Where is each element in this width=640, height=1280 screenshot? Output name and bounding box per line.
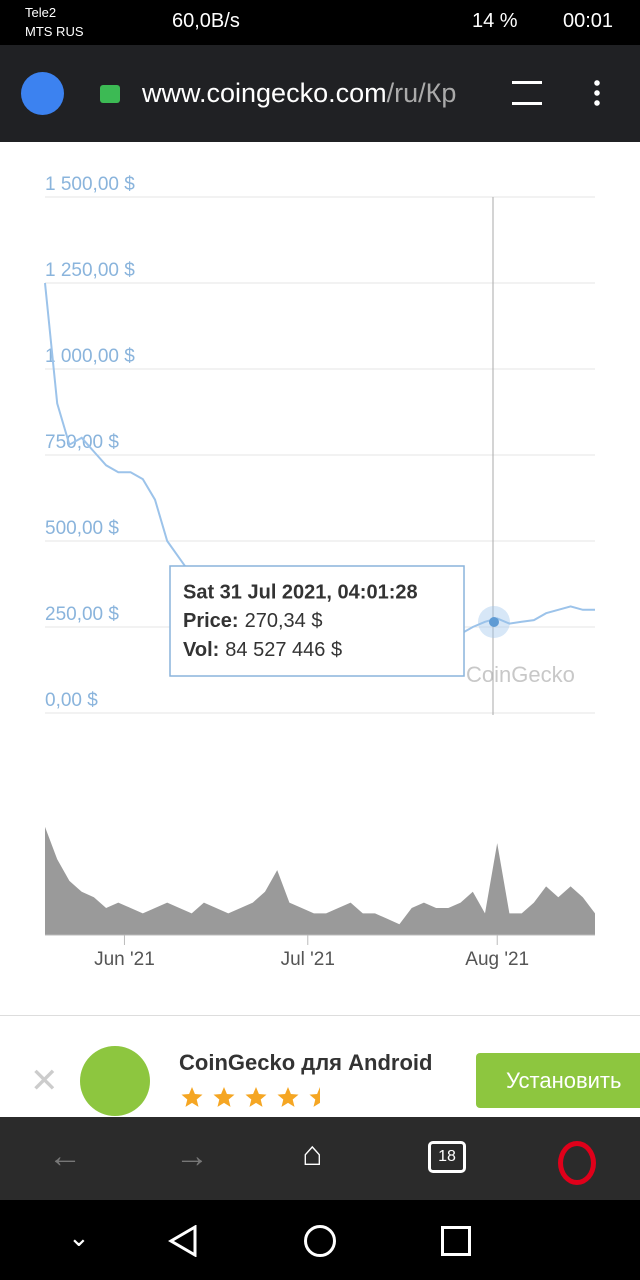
- opera-menu[interactable]: [558, 1141, 596, 1185]
- nav-back[interactable]: [168, 1225, 198, 1257]
- tooltip-label: Vol:: [183, 639, 219, 661]
- watermark: CoinGecko: [466, 662, 575, 687]
- carrier: Tele2: [25, 5, 57, 20]
- y-tick-label: 0,00 $: [45, 690, 98, 711]
- tooltip-value: 270,34 $: [245, 610, 323, 632]
- star: [213, 1087, 235, 1107]
- rating: [181, 1087, 320, 1107]
- y-tick-label: 1 500,00 $: [45, 174, 135, 195]
- close-button[interactable]: ✕: [30, 1062, 59, 1100]
- app-title: CoinGecko для Android: [179, 1050, 433, 1075]
- x-tick-label: Jul '21: [281, 949, 335, 970]
- lock-icon: [100, 85, 120, 103]
- browser-toolbar: ← → ⌂ 18: [0, 1117, 640, 1200]
- cursor-dot: [489, 617, 499, 627]
- star: [309, 1087, 320, 1107]
- net-speed: 60,0B/s: [172, 10, 240, 32]
- site-icon[interactable]: [21, 72, 64, 115]
- x-tick-label: Aug '21: [465, 949, 529, 970]
- tabs-button[interactable]: 18: [428, 1141, 466, 1173]
- install-button[interactable]: Установить: [476, 1053, 640, 1108]
- tooltip-row: Price: 270,34 $: [183, 610, 322, 632]
- nav-down[interactable]: ⌄: [68, 1222, 90, 1252]
- forward-button[interactable]: →: [175, 1137, 209, 1175]
- y-tick-label: 500,00 $: [45, 518, 119, 539]
- clock: 00:01: [563, 10, 614, 32]
- url-host: www.coingecko.com: [142, 78, 387, 108]
- y-tick-label: 1 250,00 $: [45, 260, 135, 281]
- status-bar: Tele2 MTS RUS 60,0B/s 14 % 00:01: [0, 0, 640, 45]
- star: [181, 1087, 203, 1107]
- url-path: /ru/Кр: [386, 78, 457, 108]
- carrier: MTS RUS: [25, 24, 84, 39]
- star: [245, 1087, 267, 1107]
- nav-recents[interactable]: [441, 1226, 471, 1256]
- back-button[interactable]: ←: [48, 1137, 82, 1175]
- battery: 14 %: [472, 10, 518, 32]
- tooltip-box: [169, 565, 465, 677]
- navigation-bar: ⌄: [0, 1200, 640, 1280]
- x-tick-label: Jun '21: [94, 949, 155, 970]
- volume-area: [45, 826, 595, 935]
- chart: 0,00 $ 250,00 $ 500,00 $ 750,00 $ 1 000,00 $…: [44, 174, 595, 970]
- tooltip: Sat 31 Jul 2021, 04:01:28 Price: 270,34 $ V…: [169, 565, 465, 677]
- y-tick-label: 1 000,00 $: [45, 346, 135, 367]
- menu-button[interactable]: [594, 78, 600, 108]
- tooltip-row: Vol: 84 527 446 $: [183, 639, 342, 661]
- star: [277, 1087, 299, 1107]
- app-banner: ✕ CoinGecko для Android Установить: [0, 1015, 640, 1116]
- reader-button[interactable]: [512, 81, 542, 105]
- home-button[interactable]: ⌂: [302, 1135, 323, 1173]
- y-tick-label: 250,00 $: [45, 604, 119, 625]
- tooltip-date: Sat 31 Jul 2021, 04:01:28: [183, 581, 418, 603]
- url[interactable]: www.coingecko.com/ru/Кр: [142, 78, 456, 109]
- tooltip-value: 84 527 446 $: [225, 639, 342, 661]
- tooltip-label: Price:: [183, 610, 239, 632]
- nav-home[interactable]: [304, 1225, 336, 1257]
- y-tick-label: 750,00 $: [45, 432, 119, 453]
- address-bar: www.coingecko.com/ru/Кр: [0, 45, 640, 142]
- app-icon: [80, 1046, 150, 1116]
